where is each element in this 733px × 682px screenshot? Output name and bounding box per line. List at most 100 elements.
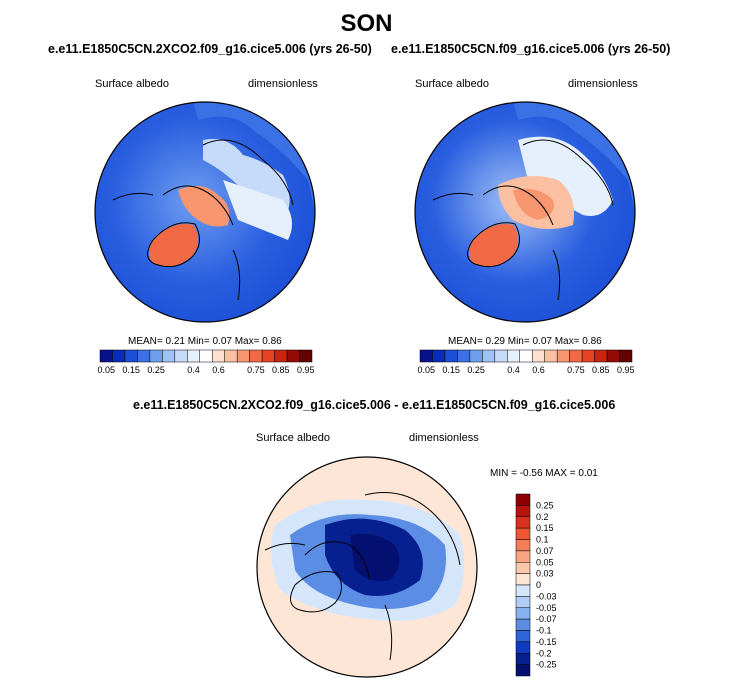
colorbar-swatch — [569, 349, 583, 363]
colorbar-tick-label: -0.1 — [536, 626, 552, 636]
colorbar-swatch — [149, 349, 163, 363]
colorbar-swatch — [606, 349, 620, 363]
colorbar-swatch — [494, 349, 508, 363]
colorbar-tick-label: 0.07 — [536, 546, 554, 556]
colorbar-tick-label: 0.15 — [122, 365, 140, 375]
panel1-arctic-ice-field — [203, 139, 290, 210]
colorbar-swatch — [515, 618, 531, 631]
panel3-title: e.e11.E1850C5CN.2XCO2.f09_g16.cice5.006 … — [133, 398, 616, 412]
colorbar-swatch — [581, 349, 595, 363]
colorbar-swatch — [519, 349, 533, 363]
colorbar-tick-label: 0.6 — [532, 365, 545, 375]
colorbar-tick-label: 0.85 — [272, 365, 290, 375]
panel3-units-label: dimensionless — [409, 432, 479, 444]
panel1-greenland-field — [149, 224, 198, 267]
colorbar-swatch — [211, 349, 225, 363]
colorbar-tick-label: 0.05 — [417, 365, 435, 375]
colorbar-tick-label: -0.15 — [536, 637, 557, 647]
colorbar-swatch — [515, 573, 531, 586]
colorbar-swatch — [261, 349, 275, 363]
colorbar-swatch — [515, 607, 531, 620]
panel3-stats: MIN = -0.56 MAX = 0.01 — [490, 468, 598, 479]
colorbar-tick-label: 0.85 — [592, 365, 610, 375]
colorbar-swatch — [174, 349, 188, 363]
colorbar-tick-label: 0.6 — [212, 365, 225, 375]
panel1-title: e.e11.E1850C5CN.2XCO2.f09_g16.cice5.006 … — [48, 42, 372, 56]
colorbar-tick-label: 0.75 — [567, 365, 585, 375]
colorbar-swatch — [515, 630, 531, 643]
colorbar-swatch — [249, 349, 263, 363]
colorbar-swatch — [137, 349, 151, 363]
panel1-units-label: dimensionless — [248, 78, 318, 90]
colorbar-swatch — [619, 349, 633, 363]
colorbar-swatch — [515, 596, 531, 608]
colorbar-tick-label: 0.25 — [467, 365, 485, 375]
colorbar-swatch — [224, 349, 238, 363]
colorbar-swatch — [515, 539, 531, 552]
colorbar-swatch — [515, 562, 531, 574]
colorbar-tick-label: -0.2 — [536, 648, 552, 658]
panel3-map — [256, 456, 478, 678]
colorbar-swatch — [515, 584, 531, 597]
panel1-sea-ice-field — [223, 180, 292, 240]
colorbar-swatch — [419, 349, 433, 363]
panel2-central-ice-field — [513, 188, 554, 220]
season-title: SON — [340, 10, 393, 37]
colorbar-tick-label: 0.4 — [507, 365, 520, 375]
colorbar-swatch — [469, 349, 483, 363]
colorbar-swatch — [515, 493, 531, 506]
colorbar-swatch — [124, 349, 138, 363]
colorbar-swatch — [515, 664, 531, 677]
colorbar-tick-label: 0.05 — [536, 557, 554, 567]
panel3-core-negative-field — [350, 533, 399, 582]
colorbar-swatch — [444, 349, 458, 363]
colorbar-tick-label: 0.1 — [536, 535, 549, 545]
colorbar-tick-label: 0.95 — [617, 365, 635, 375]
colorbar-swatch — [162, 349, 176, 363]
colorbar-tick-label: -0.03 — [536, 591, 557, 601]
colorbar-tick-label: 0.25 — [147, 365, 165, 375]
colorbar-swatch — [286, 349, 300, 363]
colorbar-swatch — [594, 349, 608, 363]
panel2-title: e.e11.E1850C5CN.f09_g16.cice5.006 (yrs 2… — [391, 42, 671, 56]
colorbar-tick-label: -0.25 — [536, 660, 557, 670]
panel2-stats: MEAN= 0.29 Min= 0.07 Max= 0.86 — [448, 336, 602, 347]
panel2-variable-label: Surface albedo — [415, 78, 489, 90]
panel1-map-boundary — [94, 101, 316, 323]
colorbar-swatch — [544, 349, 558, 363]
panel3-colorbar: 0.250.20.150.10.070.050.030-0.03-0.05-0.… — [515, 493, 557, 677]
panel3-variable-label: Surface albedo — [256, 432, 330, 444]
colorbar-swatch — [457, 349, 471, 363]
colorbar-swatch — [482, 349, 496, 363]
panel1-coastlines — [112, 139, 294, 301]
panel3-coastlines — [264, 492, 461, 661]
colorbar-tick-label: 0.2 — [536, 512, 549, 522]
colorbar-tick-label: -0.05 — [536, 603, 557, 613]
colorbar-swatch — [515, 505, 531, 517]
panel2-units-label: dimensionless — [568, 78, 638, 90]
panel1-variable-label: Surface albedo — [95, 78, 169, 90]
colorbar-tick-label: 0.4 — [187, 365, 200, 375]
colorbar-swatch — [515, 641, 531, 654]
panel2-map — [414, 101, 636, 323]
panel2-coastlines — [432, 139, 614, 301]
colorbar-tick-label: 0.25 — [536, 500, 554, 510]
colorbar-swatch — [274, 349, 288, 363]
panel1-ice-sheet-field — [178, 186, 230, 227]
colorbar-swatch — [432, 349, 446, 363]
panel2-greenland-field — [469, 224, 518, 267]
colorbar-tick-label: 0.15 — [442, 365, 460, 375]
panel2-colorbar: 0.05 0.15 0.25 0.4 0.6 0.75 0.85 0.95 — [417, 349, 635, 375]
colorbar-swatch — [507, 349, 521, 363]
panel2-map-boundary — [414, 101, 636, 323]
colorbar-swatch — [515, 516, 531, 529]
colorbar-swatch — [299, 349, 313, 363]
colorbar-tick-label: 0 — [536, 580, 541, 590]
panel1-colorbar: 0.05 0.15 0.25 0.4 0.6 0.75 0.85 0.95 — [97, 349, 315, 375]
colorbar-swatch — [556, 349, 570, 363]
colorbar-swatch — [187, 349, 201, 363]
colorbar-swatch — [531, 349, 545, 363]
colorbar-swatch — [199, 349, 213, 363]
colorbar-tick-label: 0.03 — [536, 569, 554, 579]
colorbar-swatch — [99, 349, 113, 363]
